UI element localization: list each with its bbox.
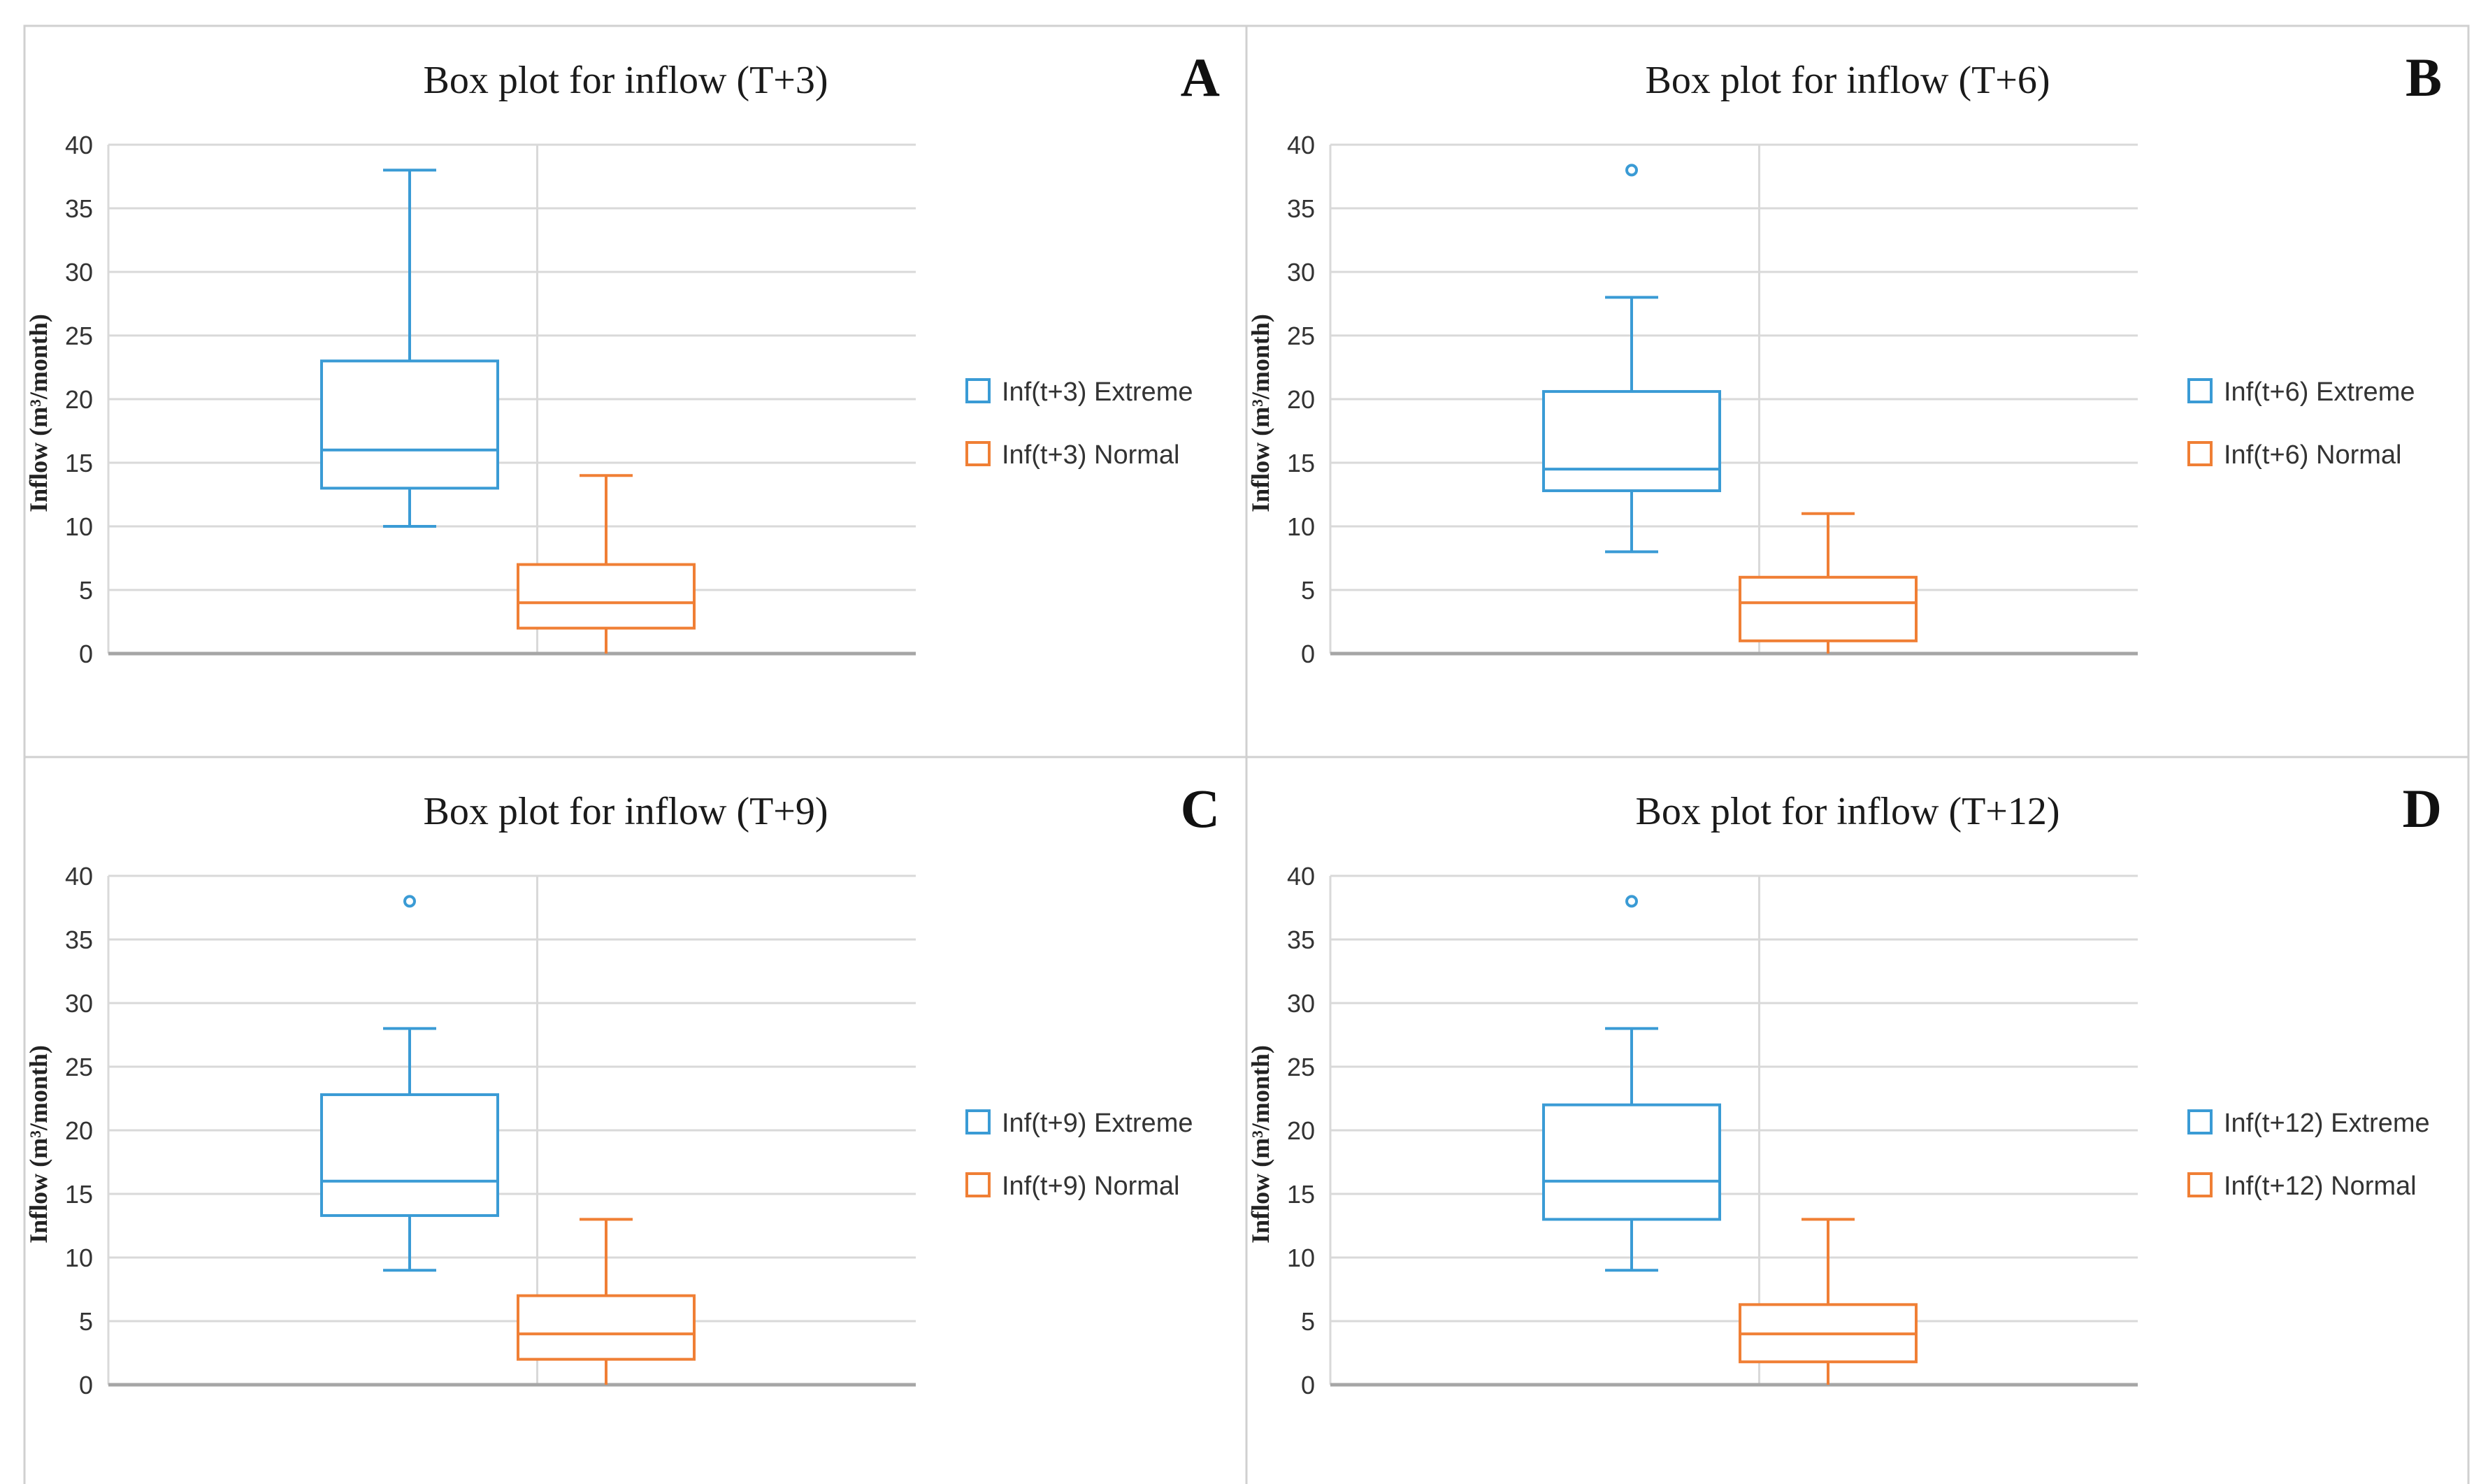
y-axis-label: Inflow (m³/month) [24,314,52,512]
legend-label: Inf(t+12) Normal [2224,1172,2417,1201]
y-tick-label: 40 [65,862,93,891]
box-iqr [517,1294,696,1361]
y-tick-label: 10 [65,1244,93,1272]
legend-swatch [2187,378,2213,403]
chart-panel-d: 0 5 10 15 20 25 30 35 40 Box plot for inflow (T+1… [1245,756,2470,1484]
box-iqr [517,563,696,630]
outlier-point [1625,895,1638,908]
y-tick-label: 0 [1301,640,1315,668]
box-normal [1739,512,1918,654]
box-extreme [1542,164,1721,554]
panel-letter: D [2403,778,2442,839]
y-tick-label: 35 [1287,925,1315,954]
y-tick-label: 20 [1287,1116,1315,1145]
y-tick-label: 30 [65,258,93,287]
panel-letter: C [1181,778,1220,839]
chart-title: Box plot for inflow (T+9) [423,790,828,833]
y-axis-label: Inflow (m³/month) [1246,1045,1274,1244]
chart-title: Box plot for inflow (T+3) [423,59,828,102]
y-tick-label: 0 [79,1371,93,1399]
box-normal [517,474,696,654]
box-iqr [320,1093,499,1217]
y-tick-label: 30 [1287,258,1315,287]
y-tick-label: 20 [1287,385,1315,414]
box-normal [1739,1218,1918,1385]
y-tick-label: 35 [65,194,93,223]
legend-item-normal: Inf(t+3) Normal [965,440,1179,470]
box-iqr [1542,1103,1721,1221]
y-tick-label: 10 [65,512,93,541]
y-tick-label: 15 [1287,1180,1315,1209]
legend-item-extreme: Inf(t+12) Extreme [2187,1109,2430,1138]
panel-letter: B [2406,47,2442,108]
box-iqr [320,359,499,490]
panel-letter: A [1181,47,1220,108]
legend-swatch [2187,1172,2213,1197]
y-tick-label: 5 [1301,1307,1315,1336]
legend-label: Inf(t+9) Extreme [1002,1109,1193,1138]
outlier-point [403,895,416,908]
legend-item-extreme: Inf(t+9) Extreme [965,1109,1193,1138]
legend-label: Inf(t+3) Normal [1002,440,1179,470]
y-tick-label: 15 [65,449,93,477]
legend-swatch [965,1172,991,1197]
legend-label: Inf(t+3) Extreme [1002,377,1193,407]
y-tick-label: 25 [65,1053,93,1081]
legend-swatch [965,1109,991,1134]
chart-title: Box plot for inflow (T+12) [1635,790,2059,833]
box-extreme [320,895,499,1272]
y-tick-label: 40 [65,131,93,159]
y-tick-label: 35 [1287,194,1315,223]
y-tick-label: 10 [1287,512,1315,541]
chart-panel-a: 0 5 10 15 20 25 30 35 40 Box plot for inflow (T+3… [23,24,1248,758]
panel-frame [1245,756,2470,1484]
legend-label: Inf(t+9) Normal [1002,1172,1179,1201]
box-iqr [1739,575,1918,642]
legend-item-normal: Inf(t+6) Normal [2187,440,2401,470]
y-tick-label: 30 [65,989,93,1018]
y-tick-label: 5 [1301,576,1315,605]
y-tick-label: 20 [65,385,93,414]
y-tick-label: 15 [65,1180,93,1209]
y-tick-label: 25 [1287,1053,1315,1081]
legend-item-normal: Inf(t+12) Normal [2187,1172,2417,1201]
y-tick-label: 0 [1301,1371,1315,1399]
box-iqr [1542,390,1721,493]
legend-swatch [965,378,991,403]
legend-label: Inf(t+6) Extreme [2224,377,2415,407]
legend-item-extreme: Inf(t+3) Extreme [965,377,1193,407]
y-axis-label: Inflow (m³/month) [24,1045,52,1244]
legend-swatch [2187,441,2213,466]
chart-panel-c: 0 5 10 15 20 25 30 35 40 Box plot for inflow (T+9… [23,756,1248,1484]
y-tick-label: 15 [1287,449,1315,477]
y-axis-label: Inflow (m³/month) [1246,314,1274,512]
box-extreme [1542,895,1721,1272]
chart-title: Box plot for inflow (T+6) [1645,59,2050,102]
y-tick-label: 40 [1287,131,1315,159]
chart-panel-b: 0 5 10 15 20 25 30 35 40 Box plot for inflow (T+6… [1245,24,2470,758]
y-tick-label: 40 [1287,862,1315,891]
legend-swatch [965,441,991,466]
box-normal [517,1218,696,1385]
y-tick-label: 20 [65,1116,93,1145]
box-extreme [320,168,499,528]
y-tick-label: 25 [1287,322,1315,350]
legend-swatch [2187,1109,2213,1134]
y-tick-label: 5 [79,1307,93,1336]
y-tick-label: 35 [65,925,93,954]
legend-item-extreme: Inf(t+6) Extreme [2187,377,2415,407]
y-tick-label: 10 [1287,1244,1315,1272]
y-tick-label: 5 [79,576,93,605]
legend-item-normal: Inf(t+9) Normal [965,1172,1179,1201]
y-tick-label: 0 [79,640,93,668]
legend-label: Inf(t+6) Normal [2224,440,2401,470]
legend-label: Inf(t+12) Extreme [2224,1109,2430,1138]
y-tick-label: 30 [1287,989,1315,1018]
outlier-point [1625,164,1638,177]
y-tick-label: 25 [65,322,93,350]
